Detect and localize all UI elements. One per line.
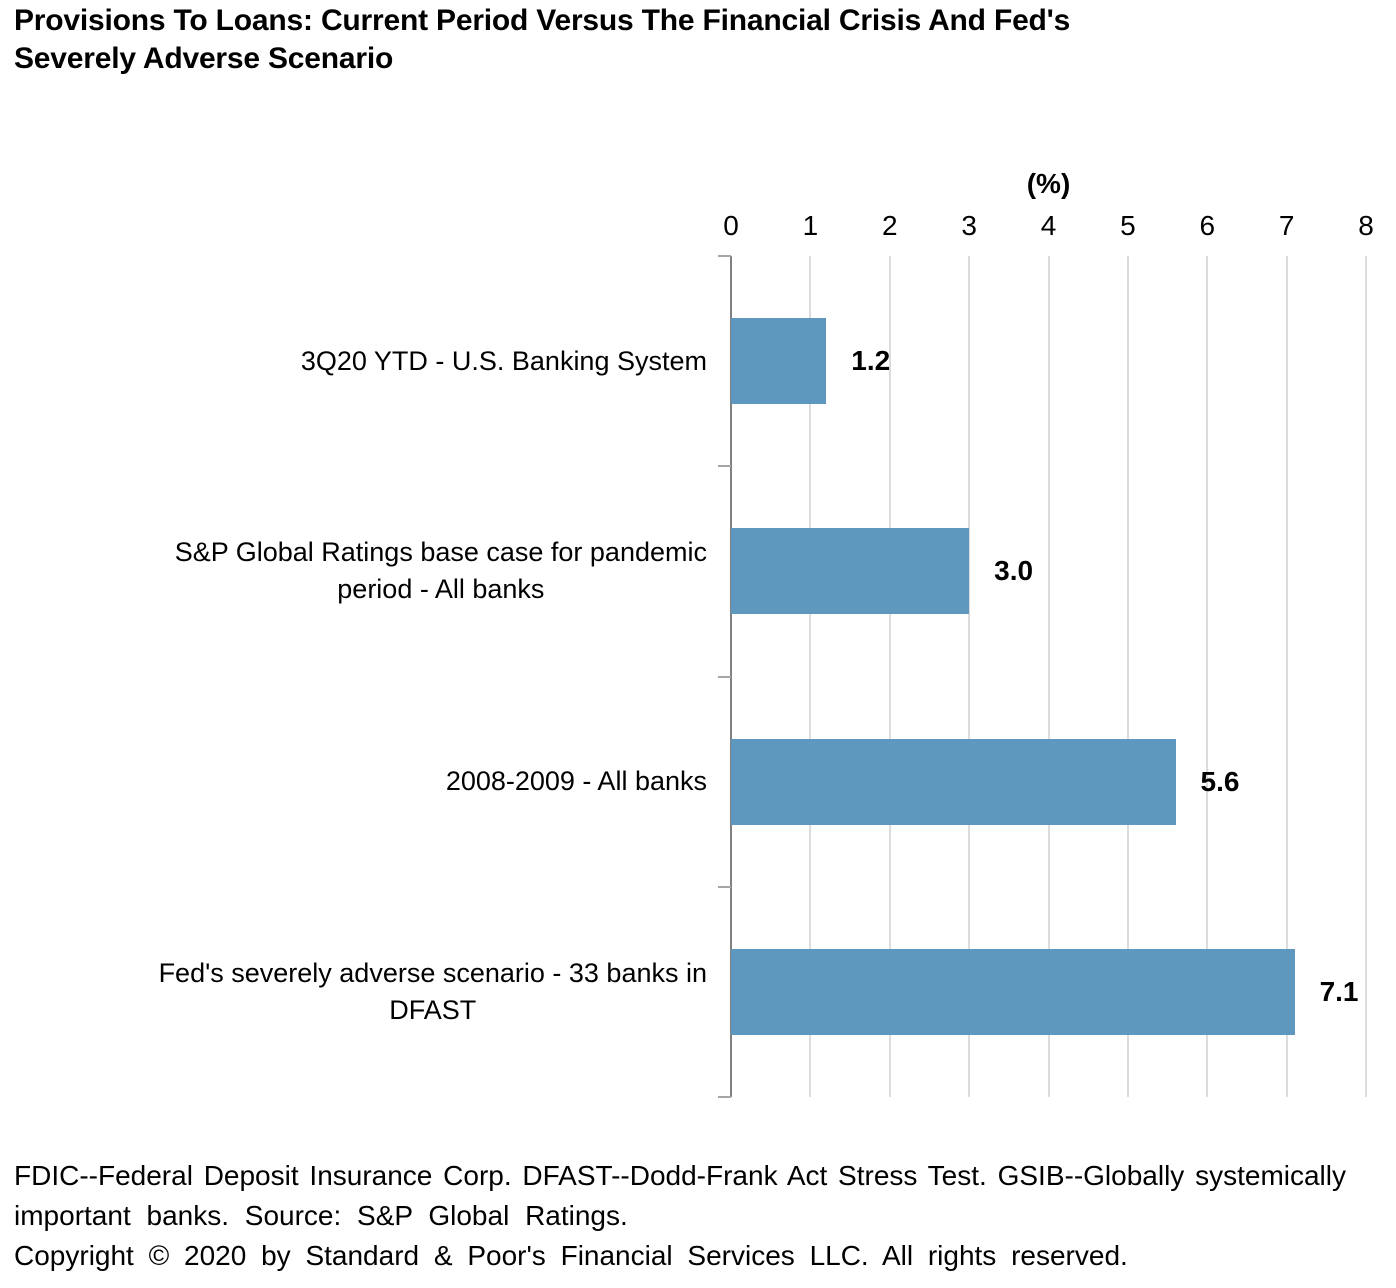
gridline: [968, 256, 971, 1097]
gridline: [888, 256, 891, 1097]
x-axis-tick-label: 8: [1358, 210, 1374, 241]
category-tick: [718, 255, 731, 257]
gridline: [1365, 256, 1367, 1097]
x-axis-tick-label: 6: [1199, 210, 1216, 241]
bar: [731, 528, 970, 615]
x-axis-tick-label: 4: [1040, 210, 1057, 241]
category-label: S&P Global Ratings base case for pandemi…: [0, 466, 707, 676]
category-tick: [718, 465, 731, 468]
x-axis-tick-label: 3: [961, 210, 977, 241]
category-axis-labels: 3Q20 YTD - U.S. Banking System S&P Globa…: [0, 256, 707, 1097]
category-label-text: 2008-2009 - All banks: [445, 766, 707, 797]
page-title: Provisions To Loans: Current Period Vers…: [14, 4, 1071, 75]
footer: FDIC--Federal Deposit Insurance Corp. DF…: [14, 1156, 1346, 1276]
x-axis-unit-label: (%): [1026, 168, 1071, 199]
category-tick: [718, 885, 731, 888]
x-axis-tick-label: 7: [1278, 210, 1295, 241]
category-label: Fed's severely adverse scenario - 33 ban…: [0, 887, 707, 1097]
bar: [731, 948, 1295, 1035]
x-axis-tick-label: 0: [723, 210, 739, 241]
copyright-line: Copyright © 2020 by Standard & Poor's Fi…: [14, 1240, 1128, 1271]
value-label: 1.2: [851, 345, 891, 377]
value-label: 7.1: [1319, 975, 1359, 1007]
axis-line: [730, 256, 732, 1097]
bar-row: 5.6: [731, 677, 1366, 887]
plot-area: (%) 1.2 3.0 5.6 7.1 0 1 2 3 4 5 6 7 8: [718, 168, 1374, 1098]
category-label-text: 3Q20 YTD - U.S. Banking System: [300, 345, 707, 376]
category-label: 3Q20 YTD - U.S. Banking System: [0, 256, 707, 466]
value-label: 5.6: [1200, 765, 1240, 797]
x-axis-tick-label: 1: [802, 210, 819, 241]
category-label-text: Fed's severely adverse scenario - 33 ban…: [158, 957, 707, 1025]
bar: [731, 318, 827, 405]
x-axis-tick-label: 5: [1120, 210, 1136, 241]
value-label: 3.0: [994, 555, 1034, 587]
gridline: [1126, 256, 1129, 1097]
category-tick: [718, 675, 731, 678]
gridline: [1206, 256, 1209, 1097]
footnote-line: FDIC--Federal Deposit Insurance Corp. DF…: [14, 1160, 1346, 1191]
bar-row: 1.2: [731, 256, 1366, 466]
gridline: [1285, 256, 1288, 1097]
bar-row: 3.0: [731, 466, 1366, 676]
category-tick: [718, 1096, 731, 1098]
footnote-line: important banks. Source: S&P Global Rati…: [14, 1200, 628, 1231]
gridline: [809, 256, 812, 1097]
bar-row: 7.1: [731, 887, 1366, 1097]
bar: [731, 738, 1176, 825]
gridline: [1047, 256, 1050, 1097]
x-axis-tick-label: 2: [881, 210, 898, 241]
category-label-text: S&P Global Ratings base case for pandemi…: [174, 537, 707, 605]
category-label: 2008-2009 - All banks: [0, 677, 707, 887]
